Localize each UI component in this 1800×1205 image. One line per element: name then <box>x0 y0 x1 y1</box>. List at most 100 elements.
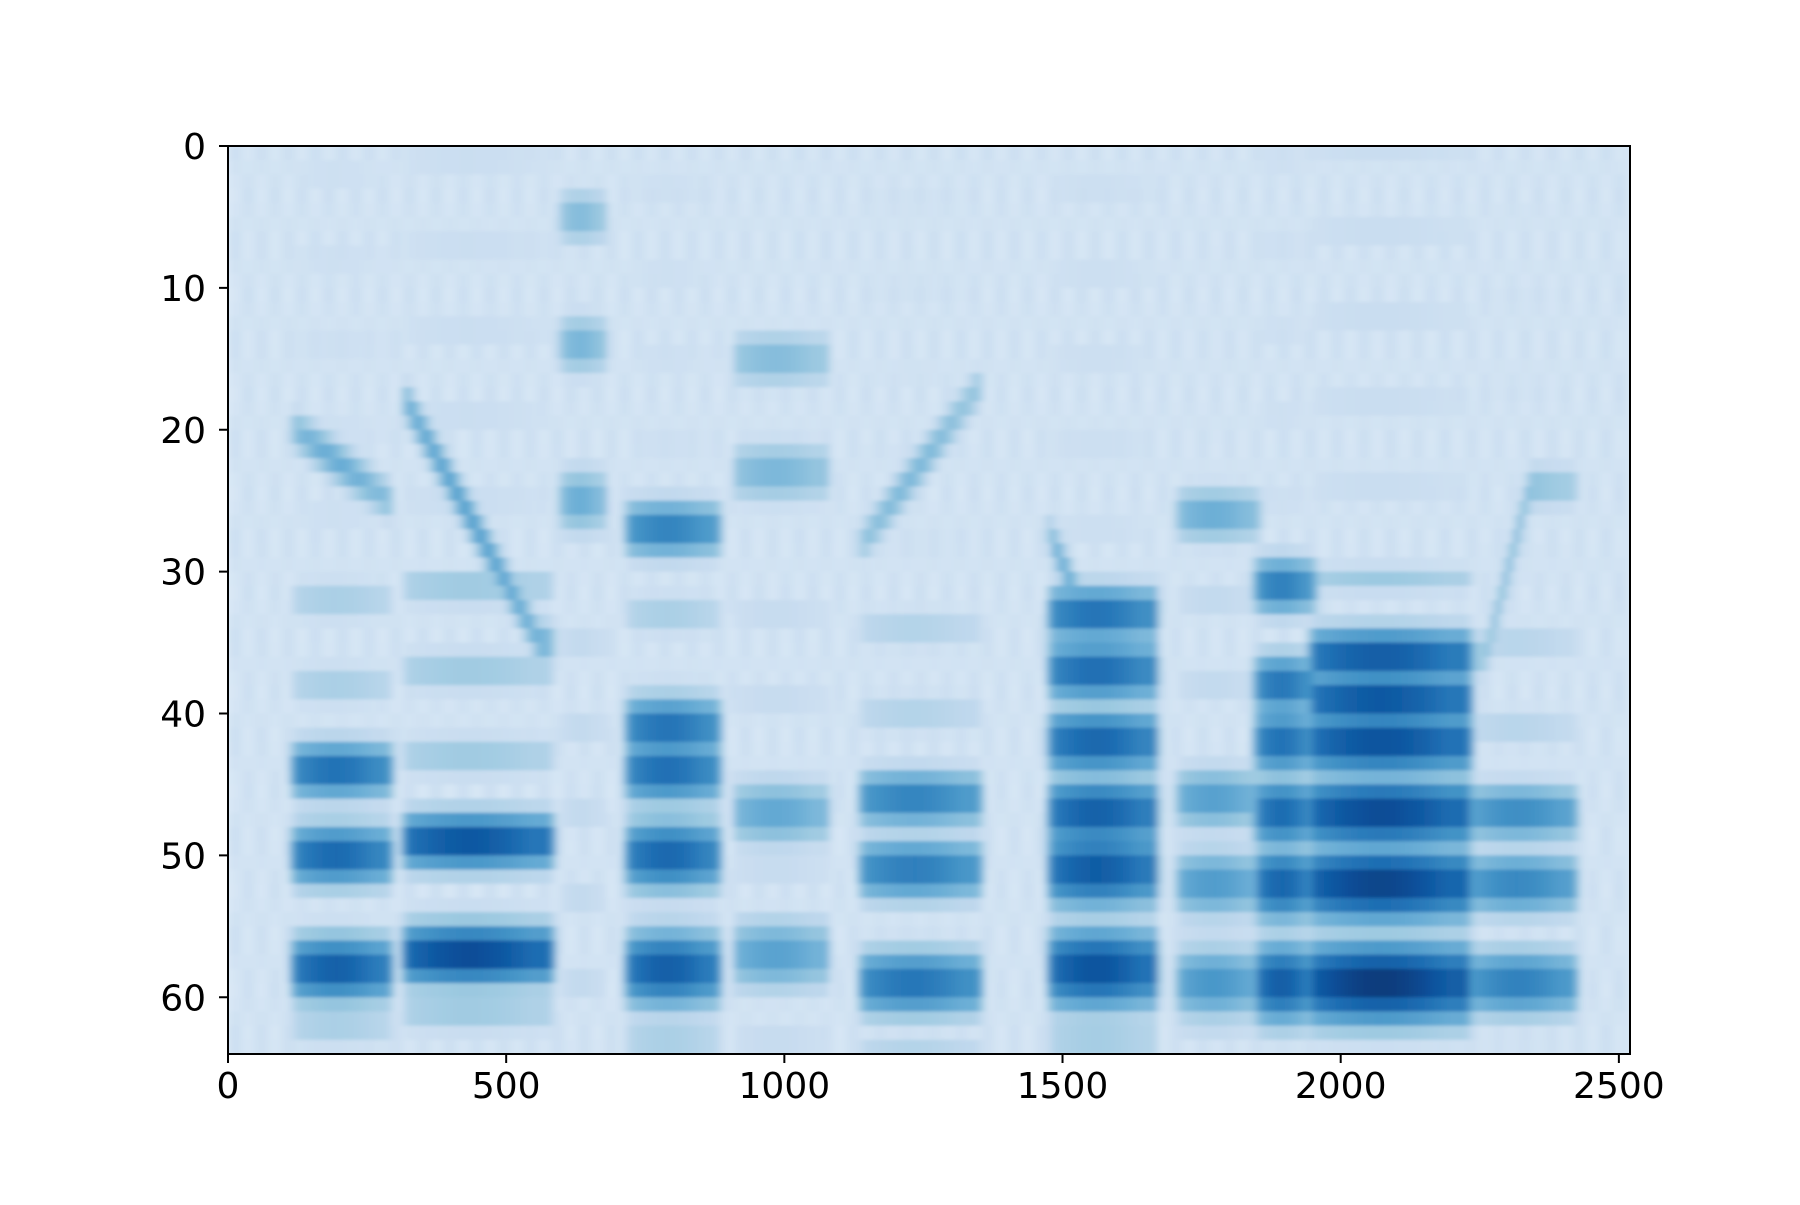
heatmap-cell <box>239 500 246 516</box>
heatmap-cell <box>333 500 340 516</box>
heatmap-cell <box>372 358 379 374</box>
heatmap-cell <box>472 514 479 530</box>
heatmap-cell <box>294 798 301 814</box>
heatmap-cell <box>417 571 424 587</box>
heatmap-cell <box>645 812 652 828</box>
heatmap-cell <box>228 713 235 729</box>
heatmap-cell <box>572 727 580 743</box>
heatmap-cell <box>589 344 596 360</box>
heatmap-cell <box>305 713 313 729</box>
heatmap-cell <box>584 1025 591 1041</box>
heatmap-cell <box>233 869 240 885</box>
heatmap-cell <box>506 642 513 658</box>
heatmap-cell <box>561 685 568 700</box>
heatmap-cell <box>528 231 535 246</box>
heatmap-cell <box>278 472 285 488</box>
heatmap-cell <box>350 812 357 828</box>
heatmap-cell <box>355 358 363 374</box>
heatmap-cell <box>433 756 441 771</box>
heatmap-cell <box>595 1039 602 1054</box>
heatmap-cell <box>305 841 313 856</box>
heatmap-cell <box>250 160 257 175</box>
heatmap-cell <box>378 954 385 970</box>
heatmap-cell <box>578 784 585 800</box>
heatmap-cell <box>355 855 363 871</box>
heatmap-cell <box>367 798 374 814</box>
heatmap-cell <box>328 458 335 473</box>
heatmap-cell <box>456 458 463 473</box>
heatmap-cell <box>383 259 390 275</box>
heatmap-cell <box>400 685 407 700</box>
heatmap-cell <box>567 841 574 856</box>
heatmap-cell <box>383 387 390 402</box>
heatmap-cell <box>250 529 257 544</box>
heatmap-cell <box>561 273 568 289</box>
heatmap-cell <box>483 529 491 544</box>
heatmap-cell <box>578 670 585 686</box>
heatmap-cell <box>567 557 574 573</box>
heatmap-cell <box>339 968 346 984</box>
heatmap-cell <box>639 330 646 346</box>
heatmap-cell <box>489 841 496 856</box>
heatmap-cell <box>522 543 530 559</box>
heatmap-cell <box>250 869 257 885</box>
heatmap-cell <box>311 827 318 842</box>
heatmap-cell <box>266 358 274 374</box>
heatmap-cell <box>294 713 301 729</box>
heatmap-cell <box>539 855 546 871</box>
heatmap-cell <box>589 245 596 261</box>
heatmap-cell <box>550 571 557 587</box>
heatmap-cell <box>489 968 496 984</box>
heatmap-cell <box>522 756 530 771</box>
heatmap-cell <box>483 188 491 204</box>
heatmap-cell <box>506 983 513 998</box>
heatmap-cell <box>578 713 585 729</box>
heatmap-cell <box>628 259 635 275</box>
heatmap-cell <box>244 443 251 459</box>
heatmap-cell <box>545 486 552 502</box>
heatmap-cell <box>367 940 374 956</box>
heatmap-cell <box>350 387 357 402</box>
heatmap-cell <box>611 968 619 984</box>
heatmap-cell <box>556 997 563 1013</box>
heatmap-cell <box>589 330 596 346</box>
heatmap-cell <box>378 500 385 516</box>
heatmap-cell <box>255 344 262 360</box>
heatmap-cell <box>456 486 463 502</box>
heatmap-cell <box>517 897 524 913</box>
heatmap-cell <box>383 699 390 715</box>
heatmap-cell <box>539 188 546 204</box>
heatmap-cell <box>355 656 363 672</box>
heatmap-cell <box>394 685 402 700</box>
heatmap-cell <box>539 798 546 814</box>
heatmap-cell <box>300 358 307 374</box>
heatmap-cell <box>367 1011 374 1027</box>
heatmap-cell <box>617 983 624 998</box>
heatmap-cell <box>428 642 435 658</box>
heatmap-cell <box>278 827 285 842</box>
heatmap-cell <box>289 472 296 488</box>
heatmap-cell <box>628 514 635 530</box>
heatmap-cell <box>311 770 318 786</box>
heatmap-cell <box>606 330 613 346</box>
heatmap-cell <box>333 373 340 388</box>
heatmap-cell <box>372 259 379 275</box>
heatmap-cell <box>472 231 479 246</box>
heatmap-cell <box>572 458 580 473</box>
heatmap-cell <box>589 869 596 885</box>
heatmap-cell <box>533 983 541 998</box>
heatmap-cell <box>561 557 568 573</box>
heatmap-cell <box>500 670 507 686</box>
heatmap-cell <box>483 600 491 615</box>
heatmap-cell <box>444 216 452 232</box>
heatmap-cell <box>450 883 457 899</box>
heatmap-cell <box>350 841 357 856</box>
heatmap-cell <box>561 855 568 871</box>
heatmap-cell <box>361 543 368 559</box>
heatmap-cell <box>305 415 313 431</box>
heatmap-cell <box>311 841 318 856</box>
heatmap-cell <box>311 642 318 658</box>
heatmap-cell <box>500 571 507 587</box>
heatmap-cell <box>433 727 441 743</box>
heatmap-cell <box>467 756 474 771</box>
